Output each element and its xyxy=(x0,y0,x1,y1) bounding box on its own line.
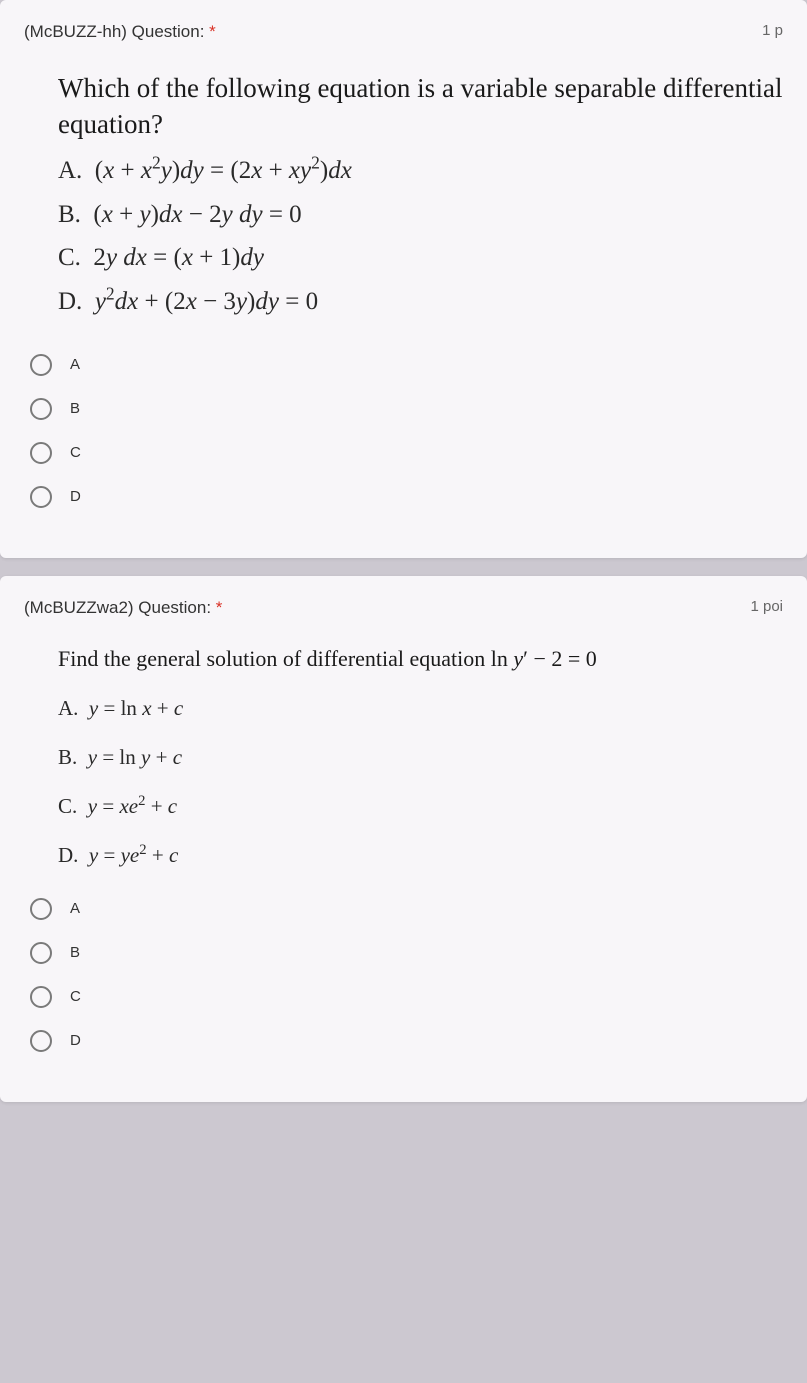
question-content: Find the general solution of differentia… xyxy=(24,646,783,868)
radio-option-a[interactable]: A xyxy=(30,898,783,920)
radio-circle-icon xyxy=(30,442,52,464)
question-title: (McBUZZ-hh) Question: * xyxy=(24,22,216,42)
radio-label: D xyxy=(70,488,81,505)
question-prompt: Find the general solution of differentia… xyxy=(58,646,783,672)
option-c: C. 2y dx = (x + 1)dy xyxy=(58,236,783,280)
radio-group: A B C D xyxy=(24,354,783,508)
title-text: (McBUZZwa2) Question: xyxy=(24,598,216,617)
radio-option-b[interactable]: B xyxy=(30,398,783,420)
radio-circle-icon xyxy=(30,898,52,920)
option-b: B. y = ln y + c xyxy=(58,745,783,770)
question-options: A. (x + x2y)dy = (2x + xy2)dx B. (x + y)… xyxy=(58,149,783,324)
radio-group: A B C D xyxy=(24,898,783,1052)
question-header: (McBUZZwa2) Question: * 1 poi xyxy=(24,598,783,618)
required-star: * xyxy=(216,598,223,617)
radio-circle-icon xyxy=(30,486,52,508)
radio-option-a[interactable]: A xyxy=(30,354,783,376)
option-a: A. (x + x2y)dy = (2x + xy2)dx xyxy=(58,149,783,193)
radio-label: A xyxy=(70,900,80,917)
option-b: B. (x + y)dx − 2y dy = 0 xyxy=(58,193,783,237)
question-header: (McBUZZ-hh) Question: * 1 p xyxy=(24,22,783,42)
option-d: D. y = ye2 + c xyxy=(58,843,783,868)
question-card-2: (McBUZZwa2) Question: * 1 poi Find the g… xyxy=(0,576,807,1102)
question-content: Which of the following equation is a var… xyxy=(24,70,783,324)
question-options: A. y = ln x + c B. y = ln y + c C. y = x… xyxy=(58,696,783,868)
radio-circle-icon xyxy=(30,354,52,376)
radio-option-c[interactable]: C xyxy=(30,442,783,464)
points-label: 1 p xyxy=(762,22,783,39)
radio-label: B xyxy=(70,400,80,417)
prompt-text: Find the general solution of differentia… xyxy=(58,646,513,671)
radio-label: A xyxy=(70,356,80,373)
radio-option-b[interactable]: B xyxy=(30,942,783,964)
question-card-1: (McBUZZ-hh) Question: * 1 p Which of the… xyxy=(0,0,807,558)
radio-circle-icon xyxy=(30,398,52,420)
points-label: 1 poi xyxy=(750,598,783,615)
radio-label: C xyxy=(70,988,81,1005)
option-d: D. y2dx + (2x − 3y)dy = 0 xyxy=(58,280,783,324)
radio-label: B xyxy=(70,944,80,961)
option-c: C. y = xe2 + c xyxy=(58,794,783,819)
radio-label: D xyxy=(70,1032,81,1049)
radio-circle-icon xyxy=(30,986,52,1008)
option-a: A. y = ln x + c xyxy=(58,696,783,721)
radio-circle-icon xyxy=(30,942,52,964)
radio-circle-icon xyxy=(30,1030,52,1052)
title-text: (McBUZZ-hh) Question: xyxy=(24,22,209,41)
required-star: * xyxy=(209,22,216,41)
question-prompt: Which of the following equation is a var… xyxy=(58,70,783,143)
radio-option-c[interactable]: C xyxy=(30,986,783,1008)
question-title: (McBUZZwa2) Question: * xyxy=(24,598,222,618)
radio-option-d[interactable]: D xyxy=(30,486,783,508)
radio-label: C xyxy=(70,444,81,461)
radio-option-d[interactable]: D xyxy=(30,1030,783,1052)
